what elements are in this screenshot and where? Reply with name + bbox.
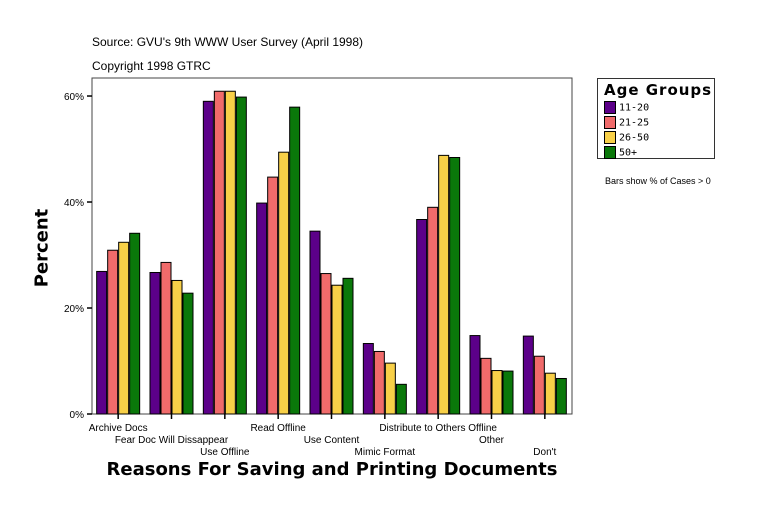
bar-26-50: [491, 370, 503, 415]
bar-26-50: [544, 372, 556, 415]
bar-21-25: [267, 176, 279, 415]
note-text: Bars show % of Cases > 0: [605, 176, 711, 186]
legend-item: 26-50: [604, 131, 649, 144]
bar-21-25: [533, 355, 545, 415]
x-axis-title: Reasons For Saving and Printing Document…: [106, 459, 558, 480]
legend-title: Age Groups: [604, 81, 713, 99]
y-tick-label: 40%: [64, 198, 84, 209]
y-tick-label: 20%: [64, 304, 84, 315]
bar-26-50: [171, 279, 183, 415]
bar-50+: [555, 377, 567, 415]
bar-11-20: [416, 219, 428, 415]
bar-21-25: [480, 357, 492, 415]
bar-11-20: [149, 271, 161, 415]
bar-11-20: [522, 335, 534, 415]
y-axis-title: Percent: [31, 208, 53, 288]
bar-21-25: [213, 90, 225, 415]
bar-26-50: [278, 151, 290, 415]
bar-11-20: [469, 335, 481, 415]
x-tick-label: Other: [479, 435, 505, 446]
bar-50+: [129, 232, 141, 415]
bar-50+: [502, 370, 514, 415]
legend-label: 11-20: [619, 102, 650, 114]
legend-swatch: [604, 131, 616, 144]
bar-50+: [182, 292, 194, 415]
legend-label: 26-50: [619, 132, 650, 144]
bar-26-50: [224, 90, 236, 415]
legend-label: 21-25: [619, 117, 650, 129]
legend-label: 50+: [619, 147, 638, 159]
bar-50+: [395, 383, 407, 415]
x-tick-label: Read Offline: [250, 423, 306, 434]
legend-item: 21-25: [604, 116, 649, 129]
legend-item: 50+: [604, 146, 637, 159]
bar-21-25: [373, 350, 385, 415]
bar-26-50: [438, 154, 450, 415]
bar-21-25: [160, 261, 172, 415]
bar-21-25: [427, 206, 439, 415]
x-tick-label: Mimic Format: [355, 447, 416, 458]
bar-26-50: [118, 241, 130, 415]
legend-swatch: [604, 101, 616, 114]
bar-50+: [342, 277, 354, 415]
bar-11-20: [309, 230, 321, 415]
legend-swatch: [604, 146, 616, 159]
source-text: Source: GVU's 9th WWW User Survey (April…: [92, 35, 364, 49]
legend: Age Groups 11-20 21-25 26-50 50+: [597, 78, 715, 159]
x-tick-label: Archive Docs: [89, 423, 148, 434]
bar-11-20: [96, 270, 108, 415]
bar-11-20: [202, 100, 214, 415]
bar-21-25: [320, 273, 332, 415]
bar-11-20: [362, 343, 374, 415]
bar-26-50: [384, 362, 396, 415]
x-tick-label: Fear Doc Will Dissappear: [115, 435, 229, 446]
legend-swatch: [604, 116, 616, 129]
bar-50+: [235, 96, 247, 415]
y-tick-label: 60%: [64, 92, 84, 103]
copyright-text: Copyright 1998 GTRC: [92, 59, 211, 73]
x-tick-label: Don't: [533, 447, 556, 458]
x-tick-label: Use Offline: [200, 447, 250, 458]
legend-item: 11-20: [604, 101, 649, 114]
x-tick-label: Use Content: [304, 435, 360, 446]
bar-21-25: [107, 249, 119, 415]
bar-50+: [289, 106, 301, 415]
bar-26-50: [331, 284, 343, 415]
x-tick-label: Distribute to Others Offline: [379, 423, 497, 434]
bar-11-20: [256, 202, 268, 415]
y-tick-label: 0%: [70, 410, 85, 421]
bar-50+: [449, 156, 461, 415]
